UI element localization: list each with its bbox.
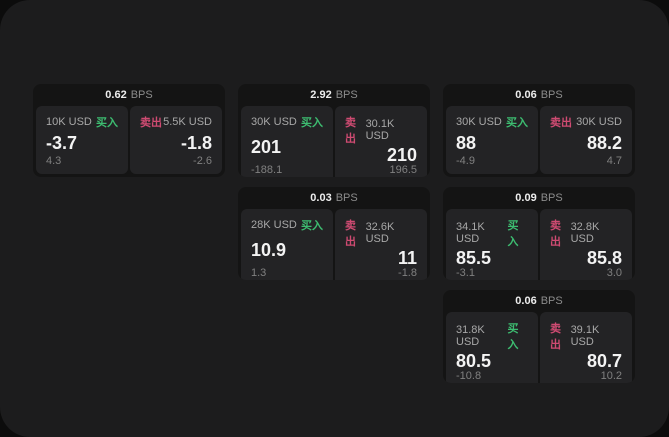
card-header: 0.62 BPS [33,84,225,106]
quote-card-6: 0.06 BPS 31.8K USD 买入 80.5 -10.8 卖 [443,290,635,383]
buy-delta: -3.1 [456,267,475,279]
buy-label: 买入 [96,117,118,129]
buy-price: 85.5 [456,248,492,268]
bps-value: 0.09 [515,192,537,204]
bps-value: 0.06 [515,89,537,101]
quote-card-4: 0.03 BPS 28K USD 买入 10.9 1.3 卖出 [238,187,430,280]
sell-delta: 10.2 [600,370,622,382]
buy-label: 买入 [507,323,519,351]
sell-amount: 5.5K USD [163,116,212,128]
quote-card-2: 2.92 BPS 30K USD 买入 201 -188.1 卖出 [238,84,430,177]
sell-quote-button[interactable]: 卖出 32.6K USD 11 -1.8 [335,209,427,280]
bps-value: 2.92 [310,89,332,101]
buy-price: 10.9 [251,240,287,260]
bps-value: 0.03 [310,192,332,204]
buy-amount: 28K USD [251,219,297,231]
buy-delta: 1.3 [251,267,267,279]
sell-label: 卖出 [550,117,572,129]
card-header: 0.06 BPS [443,84,635,106]
sell-amount: 30.1K USD [365,118,395,142]
buy-label: 买入 [506,117,528,129]
bps-value: 0.06 [515,295,537,307]
buy-amount: 31.8K USD [456,324,485,348]
buy-quote-button[interactable]: 30K USD 买入 201 -188.1 [241,106,333,177]
quote-card-1: 0.62 BPS 10K USD 买入 -3.7 4.3 卖出 [33,84,225,177]
card-header: 2.92 BPS [238,84,430,106]
sell-label: 卖出 [345,117,356,145]
bps-unit-label: BPS [540,192,563,204]
sell-amount: 39.1K USD [570,324,600,348]
sell-label: 卖出 [550,323,561,351]
buy-price: -3.7 [46,132,78,153]
buy-price: 88 [456,132,477,153]
sell-label: 卖出 [140,117,162,129]
buy-quote-button[interactable]: 28K USD 买入 10.9 1.3 [241,209,333,280]
sell-quote-button[interactable]: 卖出 30.1K USD 210 196.5 [335,106,427,177]
buy-amount: 30K USD [456,116,502,128]
bps-unit-label: BPS [130,89,153,101]
buy-delta: -10.8 [456,370,482,382]
card-header: 0.09 BPS [443,187,635,209]
card-body: 10K USD 买入 -3.7 4.3 卖出 5.5K USD -1.8 -2.… [33,106,225,177]
card-body: 34.1K USD 买入 85.5 -3.1 卖出 32.8K USD 85.8… [443,209,635,280]
sell-label: 卖出 [345,220,356,248]
buy-amount: 10K USD [46,116,92,128]
sell-quote-button[interactable]: 卖出 32.8K USD 85.8 3.0 [540,209,632,280]
buy-delta: -4.9 [456,155,475,167]
sell-price: 85.8 [586,248,622,268]
quote-card-3: 0.06 BPS 30K USD 买入 88 -4.9 卖出 [443,84,635,177]
card-body: 31.8K USD 买入 80.5 -10.8 卖出 39.1K USD 80.… [443,312,635,383]
sell-delta: 4.7 [606,155,622,167]
sell-price: 88.2 [586,132,622,153]
bps-value: 0.62 [105,89,127,101]
sell-price: -1.8 [180,132,212,153]
card-header: 0.06 BPS [443,290,635,312]
card-body: 30K USD 买入 201 -188.1 卖出 30.1K USD 210 1… [238,106,430,177]
sell-delta: 196.5 [389,164,417,176]
card-body: 30K USD 买入 88 -4.9 卖出 30K USD 88.2 4.7 [443,106,635,177]
quote-card-5: 0.09 BPS 34.1K USD 买入 85.5 -3.1 卖出 [443,187,635,280]
sell-price: 210 [386,145,417,165]
buy-label: 买入 [507,220,519,248]
bps-unit-label: BPS [335,192,358,204]
card-header: 0.03 BPS [238,187,430,209]
sell-label: 卖出 [550,220,561,248]
sell-amount: 32.8K USD [570,221,600,245]
buy-delta: -188.1 [251,164,283,176]
sell-delta: -1.8 [398,267,417,279]
sell-quote-button[interactable]: 卖出 30K USD 88.2 4.7 [540,106,632,174]
buy-price: 201 [251,137,282,157]
sell-quote-button[interactable]: 卖出 5.5K USD -1.8 -2.6 [130,106,222,174]
sell-price: 80.7 [586,351,622,371]
buy-amount: 30K USD [251,116,297,128]
card-body: 28K USD 买入 10.9 1.3 卖出 32.6K USD 11 -1.8 [238,209,430,280]
buy-quote-button[interactable]: 10K USD 买入 -3.7 4.3 [36,106,128,174]
bps-unit-label: BPS [540,295,563,307]
buy-label: 买入 [301,220,323,232]
sell-delta: 3.0 [606,267,622,279]
buy-quote-button[interactable]: 34.1K USD 买入 85.5 -3.1 [446,209,538,280]
sell-amount: 32.6K USD [365,221,395,245]
buy-quote-button[interactable]: 31.8K USD 买入 80.5 -10.8 [446,312,538,383]
sell-price: 11 [397,248,417,268]
bps-unit-label: BPS [540,89,563,101]
quote-card-grid: 0.62 BPS 10K USD 买入 -3.7 4.3 卖出 [33,84,635,383]
bps-unit-label: BPS [335,89,358,101]
buy-label: 买入 [301,117,323,129]
buy-quote-button[interactable]: 30K USD 买入 88 -4.9 [446,106,538,174]
buy-delta: 4.3 [46,155,62,167]
sell-amount: 30K USD [576,116,622,128]
sell-quote-button[interactable]: 卖出 39.1K USD 80.7 10.2 [540,312,632,383]
sell-delta: -2.6 [193,155,212,167]
buy-price: 80.5 [456,351,492,371]
buy-amount: 34.1K USD [456,221,485,245]
